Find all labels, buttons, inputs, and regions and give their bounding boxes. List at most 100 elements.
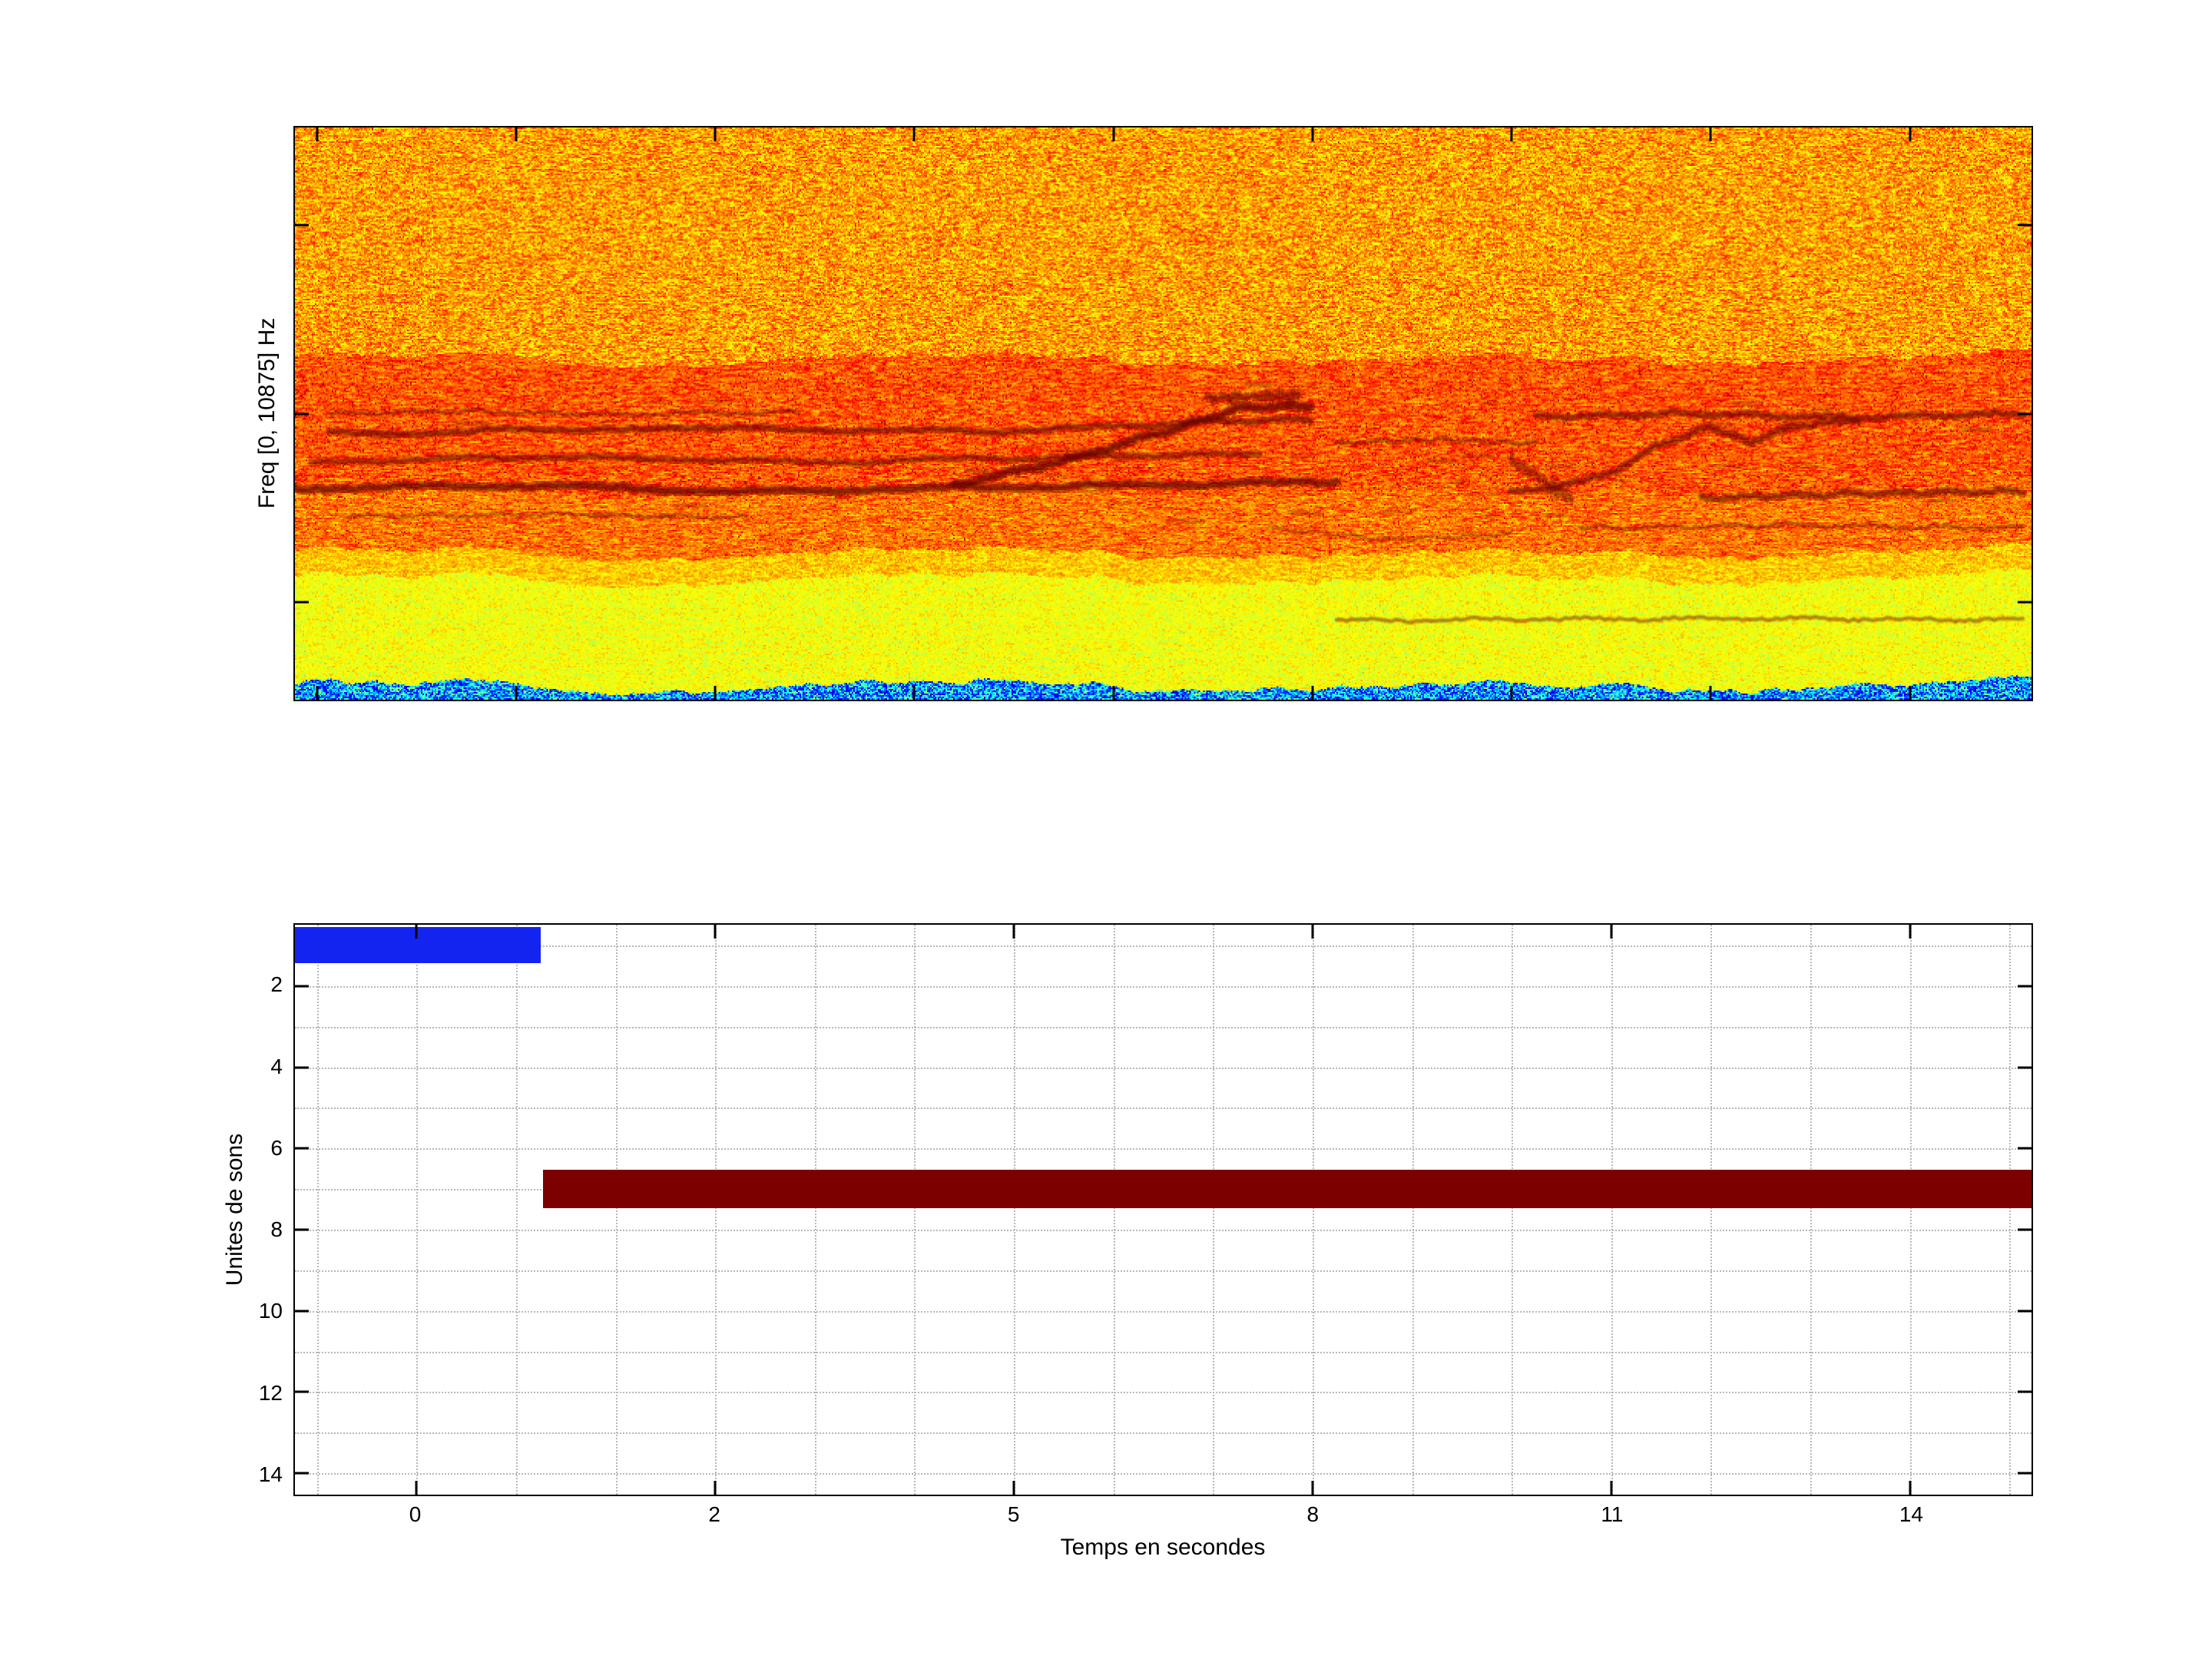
x-tick-mark <box>1909 1481 1912 1495</box>
x-tick-mark <box>415 925 418 939</box>
x-tick-mark <box>1112 127 1115 141</box>
x-tick-mark <box>1909 127 1912 141</box>
y-tick-mark <box>2018 1066 2032 1068</box>
timeline-y-tick-labels: 2 4 6 8 10 12 14 <box>201 923 283 1496</box>
y-tick-mark <box>295 224 309 227</box>
gridline-vertical <box>1810 925 1812 1495</box>
gridline-horizontal <box>295 1026 2032 1028</box>
x-tick-mark <box>316 127 319 141</box>
y-tick-label: 8 <box>270 1217 283 1242</box>
x-tick-label: 0 <box>409 1502 422 1526</box>
y-tick-mark <box>295 601 309 604</box>
y-tick-mark <box>2018 601 2032 604</box>
gridline-vertical <box>416 925 419 1495</box>
gridline-horizontal <box>295 1310 2032 1313</box>
x-tick-mark <box>714 686 717 700</box>
spectrogram-image <box>295 127 2032 700</box>
gridline-vertical <box>2009 925 2012 1495</box>
gridline-vertical <box>1512 925 1514 1495</box>
gridline-vertical <box>1312 925 1314 1495</box>
x-tick-mark <box>316 686 319 700</box>
y-tick-mark <box>295 412 309 415</box>
x-tick-mark <box>1709 686 1712 700</box>
timeline-bar-unit-7 <box>543 1170 2032 1209</box>
timeline-bar-unit-1 <box>295 926 541 964</box>
gridline-vertical <box>1412 925 1414 1495</box>
timeline-x-tick-labels: 0 2 5 8 11 14 <box>293 1502 2033 1533</box>
gridline-horizontal <box>295 1432 2032 1435</box>
gridline-vertical <box>615 925 618 1495</box>
gridline-vertical <box>1213 925 1215 1495</box>
gridline-horizontal <box>295 1473 2032 1475</box>
timeline-plot <box>293 923 2033 1496</box>
y-tick-label: 12 <box>258 1380 283 1405</box>
y-tick-mark <box>2018 985 2032 988</box>
gridline-vertical <box>814 925 816 1495</box>
gridline-vertical <box>1909 925 1912 1495</box>
y-tick-mark <box>295 1066 309 1068</box>
x-tick-mark <box>515 686 518 700</box>
spectrogram-ylabel: Freq [0, 10875] Hz <box>254 317 280 509</box>
x-tick-mark <box>912 127 916 141</box>
x-tick-mark <box>714 925 717 939</box>
x-tick-mark <box>1909 686 1912 700</box>
gridline-vertical <box>1014 925 1015 1495</box>
x-tick-mark <box>1112 686 1115 700</box>
x-tick-label: 8 <box>1306 1502 1320 1526</box>
y-tick-label: 6 <box>270 1135 283 1160</box>
gridline-vertical <box>515 925 518 1495</box>
x-tick-label: 11 <box>1601 1502 1624 1526</box>
y-tick-label: 14 <box>258 1462 283 1487</box>
gridline-horizontal <box>295 1229 2032 1231</box>
y-tick-label: 2 <box>270 972 283 997</box>
x-tick-mark <box>1909 925 1912 939</box>
x-tick-mark <box>1311 686 1314 700</box>
y-tick-mark <box>295 1390 309 1393</box>
y-tick-mark <box>2018 412 2032 415</box>
gridline-horizontal <box>295 1270 2032 1272</box>
x-tick-mark <box>415 1481 418 1495</box>
gridline-vertical <box>316 925 319 1495</box>
gridline-horizontal <box>295 985 2032 988</box>
x-tick-mark <box>912 686 916 700</box>
y-tick-mark <box>295 1310 309 1313</box>
y-tick-mark <box>2018 1472 2032 1475</box>
y-tick-mark <box>295 1472 309 1475</box>
x-tick-mark <box>1610 1481 1613 1495</box>
y-tick-mark <box>295 1147 309 1150</box>
y-tick-mark <box>2018 1228 2032 1231</box>
x-tick-label: 5 <box>1007 1502 1020 1526</box>
x-tick-mark <box>1012 1481 1015 1495</box>
y-tick-mark <box>2018 1390 2032 1393</box>
x-tick-label: 14 <box>1899 1502 1924 1526</box>
gridline-vertical <box>1710 925 1713 1495</box>
gridline-horizontal <box>295 945 2032 947</box>
gridline-horizontal <box>295 1392 2032 1394</box>
spectrogram-plot <box>293 126 2033 701</box>
gridline-horizontal <box>295 1351 2032 1353</box>
x-tick-mark <box>1510 686 1513 700</box>
x-tick-mark <box>1510 127 1513 141</box>
gridline-horizontal <box>295 1108 2032 1110</box>
x-tick-label: 2 <box>708 1502 720 1526</box>
gridline-vertical <box>1113 925 1115 1495</box>
x-tick-mark <box>515 127 518 141</box>
x-tick-mark <box>1311 127 1314 141</box>
y-tick-mark <box>2018 1310 2032 1313</box>
x-tick-mark <box>1311 1481 1314 1495</box>
y-tick-mark <box>2018 1147 2032 1150</box>
x-tick-mark <box>1311 925 1314 939</box>
y-tick-mark <box>295 985 309 988</box>
y-tick-label: 10 <box>258 1299 283 1323</box>
gridline-horizontal <box>295 1067 2032 1069</box>
x-tick-mark <box>1012 925 1015 939</box>
gridline-vertical <box>1611 925 1613 1495</box>
y-tick-mark <box>2018 224 2032 227</box>
x-tick-mark <box>714 127 717 141</box>
y-tick-mark <box>295 1228 309 1231</box>
x-tick-mark <box>714 1481 717 1495</box>
x-tick-mark <box>1709 127 1712 141</box>
x-tick-mark <box>1610 925 1613 939</box>
gridline-vertical <box>914 925 916 1495</box>
